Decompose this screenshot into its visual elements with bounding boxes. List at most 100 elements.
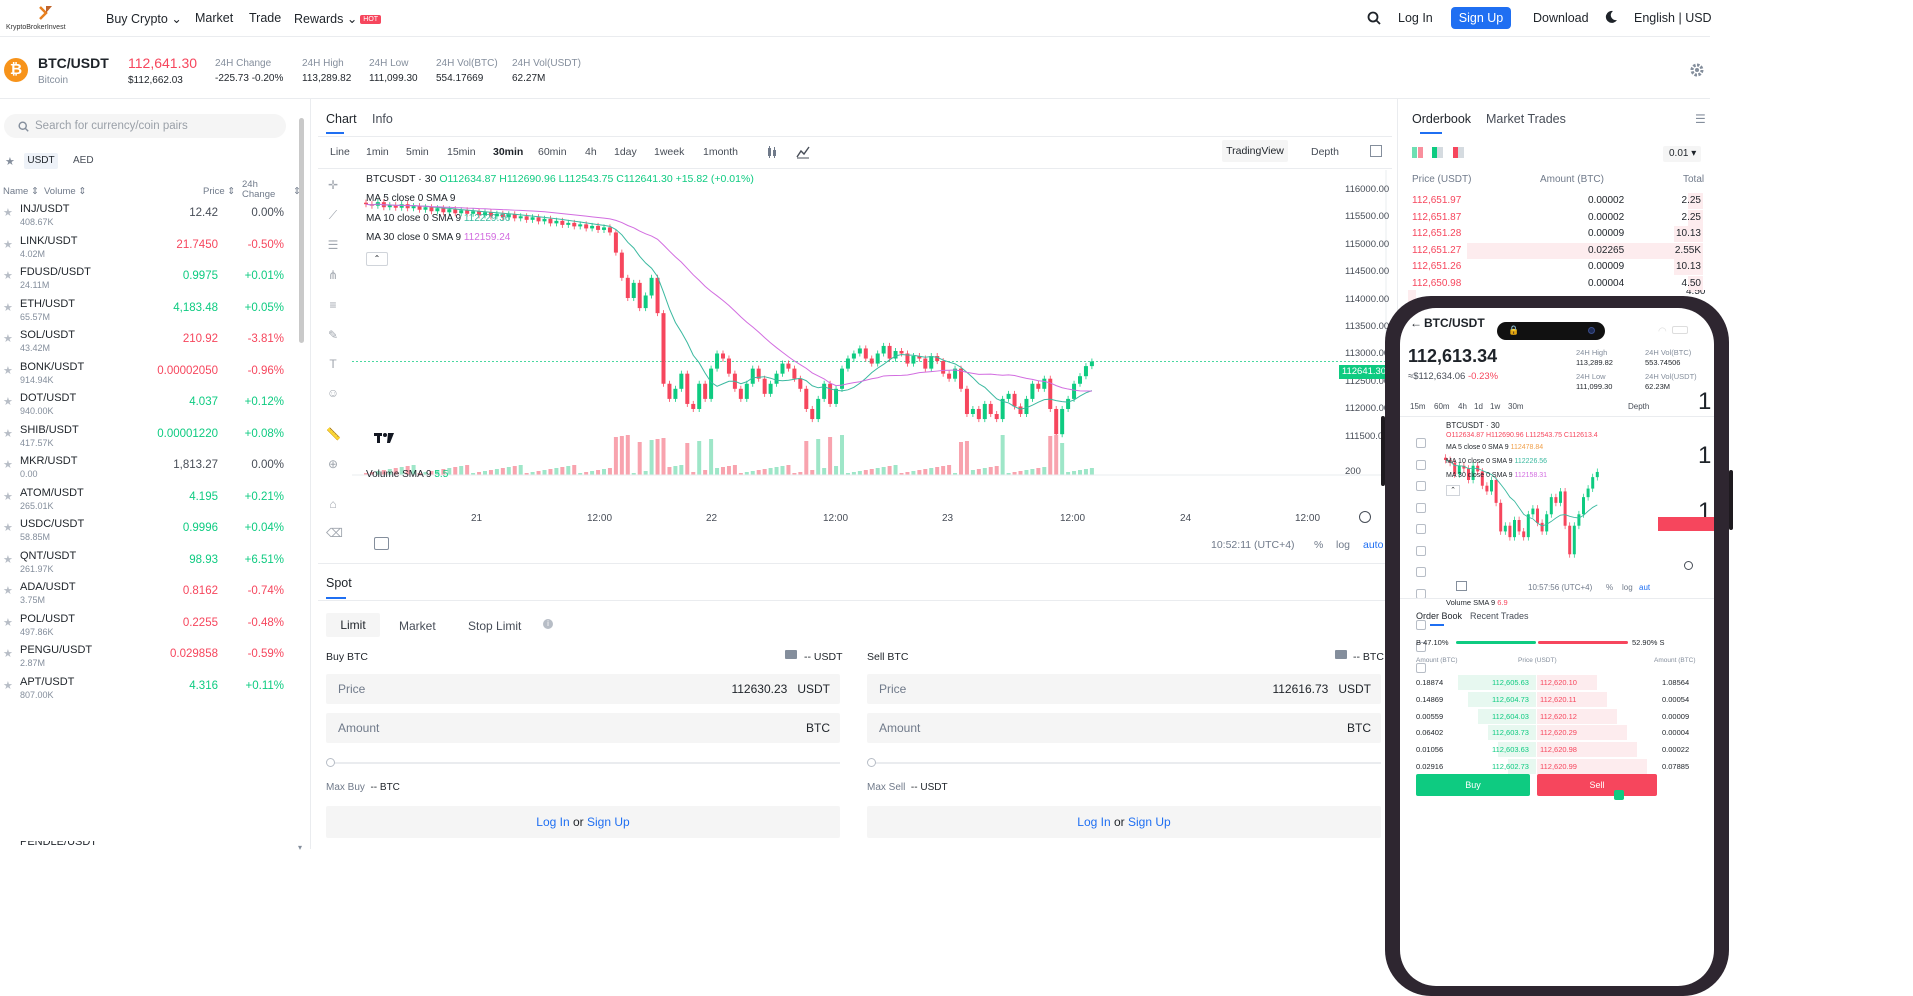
buy-login-link[interactable]: Log In xyxy=(536,815,570,829)
gear-icon[interactable] xyxy=(1689,62,1705,78)
text-icon[interactable]: T xyxy=(329,357,337,371)
indicators-icon[interactable] xyxy=(796,145,810,159)
phone-pair-title[interactable]: BTC/USDT xyxy=(1424,316,1485,330)
interval-1month[interactable]: 1month xyxy=(703,146,739,158)
phone-sell-button[interactable]: Sell xyxy=(1537,774,1657,796)
star-icon[interactable]: ★ xyxy=(3,270,13,282)
star-icon[interactable]: ★ xyxy=(3,522,13,534)
sell-slider-track[interactable] xyxy=(871,762,1381,764)
market-list-scrollbar[interactable] xyxy=(299,118,304,343)
pitchfork-icon[interactable]: ⋔ xyxy=(327,268,339,282)
star-icon[interactable]: ★ xyxy=(3,679,13,692)
fib-icon[interactable]: ≡ xyxy=(329,298,337,312)
moon-icon[interactable] xyxy=(1604,10,1618,24)
buy-price-field[interactable]: Price 112630.23 USDT xyxy=(326,674,840,704)
phone-scale-log[interactable]: log xyxy=(1622,583,1633,592)
download-link[interactable]: Download xyxy=(1533,11,1589,25)
pair-row[interactable]: ★ SHIB/USDT 417.57K 0.00001220 +0.08% xyxy=(0,421,300,460)
phone-tab-recent-trades[interactable]: Recent Trades xyxy=(1470,611,1529,621)
sell-price-field[interactable]: Price 112616.73 USDT xyxy=(867,674,1381,704)
star-icon[interactable]: ★ xyxy=(3,207,13,219)
interval-30min[interactable]: 30min xyxy=(493,146,524,158)
phone-interval-1d[interactable]: 1d xyxy=(1474,402,1483,411)
scale-auto[interactable]: auto xyxy=(1363,539,1384,551)
star-icon[interactable]: ★ xyxy=(3,396,13,408)
brand-logo[interactable]: KryptoBrokerInvest xyxy=(6,3,86,33)
phone-collapse-legend[interactable]: ⌃ xyxy=(1446,485,1460,496)
ticker-pair[interactable]: BTC/USDT xyxy=(38,55,109,71)
horizontal-lines-icon[interactable]: ☰ xyxy=(327,238,339,252)
pair-row[interactable]: ★ ADA/USDT 3.75M 0.8162 -0.74% xyxy=(0,578,300,617)
phone-text-icon[interactable] xyxy=(1416,567,1426,577)
pair-row[interactable]: ★ BONK/USDT 914.94K 0.00002050 -0.96% xyxy=(0,358,300,397)
interval-1min[interactable]: 1min xyxy=(366,146,389,158)
phone-fib-icon[interactable] xyxy=(1416,524,1426,534)
interval-4h[interactable]: 4h xyxy=(585,146,597,158)
star-icon[interactable]: ★ xyxy=(3,648,13,660)
pair-row[interactable]: ★ ETH/USDT 65.57M 4,183.48 +0.05% xyxy=(0,295,300,334)
ask-row[interactable]: 112,651.26 0.00009 10.13 xyxy=(1408,259,1703,276)
favorites-star-icon[interactable]: ★ xyxy=(5,156,15,168)
col-header-name[interactable]: Name ⇕ xyxy=(3,186,39,197)
phone-interval-1w[interactable]: 1w xyxy=(1490,402,1501,411)
pair-row[interactable]: ★ LINK/USDT 4.02M 21.7450 -0.50% xyxy=(0,232,300,271)
phone-trend-line-icon[interactable] xyxy=(1416,459,1426,470)
eraser-icon[interactable]: ⌫ xyxy=(326,526,343,540)
phone-interval-15m[interactable]: 15m xyxy=(1410,402,1426,411)
phone-depth-tab[interactable]: Depth xyxy=(1628,402,1650,411)
phone-scale-auto[interactable]: aut xyxy=(1639,583,1651,592)
phone-interval-60m[interactable]: 60m xyxy=(1434,402,1450,411)
buy-slider-handle[interactable] xyxy=(326,758,335,767)
phone-horizontal-lines-icon[interactable] xyxy=(1416,481,1426,491)
interval-5min[interactable]: 5min xyxy=(406,146,429,158)
star-icon[interactable]: ★ xyxy=(3,238,13,251)
tab-orderbook[interactable]: Orderbook xyxy=(1412,112,1472,126)
phone-scale-percent[interactable]: % xyxy=(1606,583,1614,592)
buy-amount-field[interactable]: Amount BTC xyxy=(326,713,840,743)
zoom-icon[interactable]: ⊕ xyxy=(327,457,339,471)
phone-book-row[interactable]: 0.14869 112,604.73 112,620.11 0.00054 xyxy=(1400,691,1714,707)
pair-row[interactable]: ★ QNT/USDT 261.97K 98.93 +6.51% xyxy=(0,547,300,586)
login-link[interactable]: Log In xyxy=(1398,11,1433,25)
interval-line[interactable]: Line xyxy=(330,146,350,158)
pair-row[interactable]: ★ FDUSD/USDT 24.11M 0.9975 +0.01% xyxy=(0,263,300,302)
view-depth[interactable]: Depth xyxy=(1311,146,1340,158)
emoji-icon[interactable]: ☺ xyxy=(326,386,340,400)
buy-signup-link[interactable]: Sign Up xyxy=(587,815,630,829)
nav-market[interactable]: Market xyxy=(195,11,234,25)
info-icon[interactable]: i xyxy=(543,619,553,629)
sort-icon[interactable]: ⇕ xyxy=(293,186,301,197)
sell-signup-link[interactable]: Sign Up xyxy=(1128,815,1171,829)
phone-book-row[interactable]: 0.18874 112,605.63 112,620.10 1.08564 xyxy=(1400,675,1714,690)
order-type-limit[interactable]: Limit xyxy=(326,613,380,637)
pair-row[interactable]: ★ ATOM/USDT 265.01K 4.195 +0.21% xyxy=(0,484,300,523)
collapse-legend-button[interactable]: ⌃ xyxy=(366,252,388,266)
interval-1week[interactable]: 1week xyxy=(654,146,685,158)
star-icon[interactable]: ★ xyxy=(3,616,13,629)
ask-row[interactable]: 112,651.27 0.02265 2.55K xyxy=(1408,242,1703,259)
tab-chart[interactable]: Chart xyxy=(326,112,357,126)
phone-book-row[interactable]: 0.02916 112,602.73 112,620.99 0.07885 xyxy=(1400,759,1714,774)
phone-price-chart[interactable] xyxy=(1430,418,1714,578)
interval-15min[interactable]: 15min xyxy=(447,146,476,158)
order-type-stop-limit[interactable]: Stop Limit xyxy=(468,619,522,633)
signup-button[interactable]: Sign Up xyxy=(1451,7,1511,29)
scroll-down-icon[interactable]: ▾ xyxy=(298,843,303,852)
price-chart[interactable] xyxy=(352,170,1392,510)
scale-log[interactable]: log xyxy=(1336,539,1351,551)
phone-crosshair-icon[interactable] xyxy=(1416,438,1426,448)
phone-buy-button[interactable]: Buy xyxy=(1416,774,1530,796)
interval-60min[interactable]: 60min xyxy=(538,146,567,158)
phone-pitchfork-icon[interactable] xyxy=(1416,502,1426,513)
nav-buy-crypto[interactable]: Buy Crypto ⌄ xyxy=(106,12,182,26)
candlestick-type-icon[interactable] xyxy=(766,145,778,159)
buy-slider-track[interactable] xyxy=(330,762,840,764)
sell-slider-handle[interactable] xyxy=(867,758,876,767)
sell-login-link[interactable]: Log In xyxy=(1077,815,1111,829)
book-view-both-icon[interactable] xyxy=(1412,147,1423,158)
view-tradingview[interactable]: TradingView xyxy=(1222,140,1288,162)
tab-spot[interactable]: Spot xyxy=(326,576,352,590)
order-type-market[interactable]: Market xyxy=(399,619,436,633)
ask-row[interactable]: 112,651.87 0.00002 2.25 xyxy=(1408,209,1703,226)
ask-row[interactable]: 112,651.97 0.00002 2.25 xyxy=(1408,193,1703,209)
